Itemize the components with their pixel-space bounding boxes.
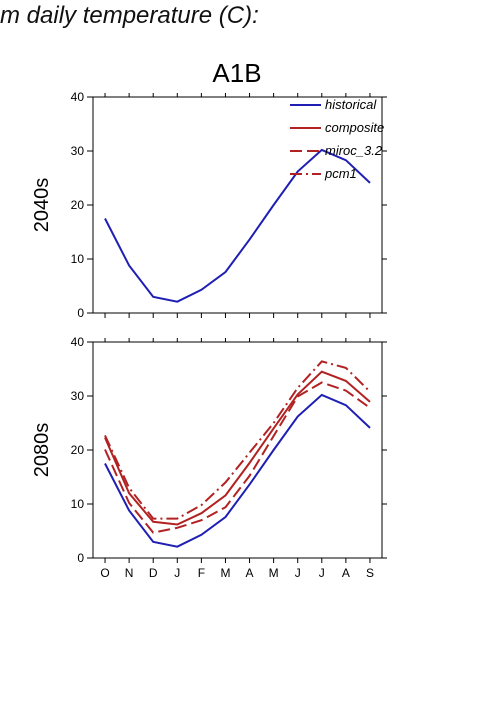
y-tick-label: 40 [71, 335, 85, 349]
series-line-composite [104, 370, 371, 526]
x-tick-label: J [319, 566, 325, 580]
y-tick-label: 10 [71, 252, 85, 266]
x-tick-label: J [174, 566, 180, 580]
y-tick-label: 30 [71, 144, 85, 158]
x-tick-label: J [295, 566, 301, 580]
x-tick-label: D [149, 566, 158, 580]
series-line-miroc-3-2 [104, 381, 371, 534]
series-line-historical [104, 148, 371, 303]
row-label: 2080s [31, 423, 53, 478]
x-tick-label: O [100, 566, 109, 580]
legend: historical composite miroc_3.2 pcm1 [290, 97, 384, 181]
y-tick-label: 40 [71, 90, 85, 104]
series-line-pcm1 [104, 360, 371, 520]
x-tick-label: N [125, 566, 134, 580]
row-label: 2040s [31, 178, 53, 233]
header-title: m daily temperature (C): [0, 2, 259, 29]
legend-label: historical [325, 97, 377, 112]
x-tick-label: A [342, 566, 350, 580]
x-tick-label: M [269, 566, 279, 580]
x-tick-label: S [366, 566, 374, 580]
panel-2080s: 0 10 20 30 40 O N D J F M A M J J A S 2080s [31, 335, 387, 580]
panel-2040s: 0 10 20 30 40 2040s [31, 90, 387, 320]
y-tick-label: 0 [77, 306, 84, 320]
y-tick-label: 30 [71, 389, 85, 403]
legend-label: composite [325, 120, 384, 135]
legend-label: miroc_3.2 [325, 143, 383, 158]
legend-label: pcm1 [324, 166, 357, 181]
x-tick-label: A [246, 566, 254, 580]
chart-title: A1B [212, 58, 261, 88]
y-tick-label: 0 [77, 551, 84, 565]
y-tick-label: 10 [71, 497, 85, 511]
x-tick-label: F [198, 566, 205, 580]
series-line-historical [104, 393, 371, 548]
y-tick-label: 20 [71, 443, 85, 457]
x-tick-label: M [220, 566, 230, 580]
plot-frame [92, 341, 383, 559]
y-tick-label: 20 [71, 198, 85, 212]
